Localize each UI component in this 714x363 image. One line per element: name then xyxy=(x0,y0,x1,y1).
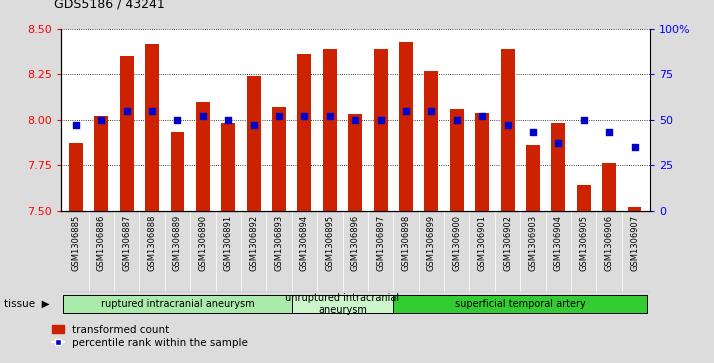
Point xyxy=(298,113,310,119)
Bar xyxy=(120,56,134,211)
Text: GSM1306886: GSM1306886 xyxy=(97,215,106,271)
Bar xyxy=(64,295,292,313)
Point xyxy=(70,122,81,128)
Bar xyxy=(399,42,413,211)
Text: GSM1306893: GSM1306893 xyxy=(275,215,283,271)
Point xyxy=(223,117,234,123)
Bar xyxy=(323,49,337,211)
Text: GSM1306885: GSM1306885 xyxy=(71,215,81,271)
Point xyxy=(502,122,513,128)
Bar xyxy=(145,44,159,211)
Text: GSM1306901: GSM1306901 xyxy=(478,215,487,271)
Legend: transformed count, percentile rank within the sample: transformed count, percentile rank withi… xyxy=(51,325,248,348)
Text: GSM1306890: GSM1306890 xyxy=(198,215,207,271)
Text: GSM1306898: GSM1306898 xyxy=(401,215,411,271)
Point xyxy=(273,113,285,119)
Text: tissue  ▶: tissue ▶ xyxy=(4,299,49,309)
Point xyxy=(426,108,437,114)
Bar xyxy=(298,54,311,211)
Bar xyxy=(69,143,83,211)
Point xyxy=(172,117,183,123)
Text: GSM1306904: GSM1306904 xyxy=(554,215,563,271)
Bar xyxy=(171,132,184,211)
Text: GDS5186 / 43241: GDS5186 / 43241 xyxy=(54,0,164,11)
Text: GSM1306903: GSM1306903 xyxy=(528,215,538,271)
Point xyxy=(375,117,386,123)
Text: GSM1306906: GSM1306906 xyxy=(605,215,613,271)
Text: GSM1306905: GSM1306905 xyxy=(579,215,588,271)
Bar xyxy=(628,207,641,211)
Point xyxy=(96,117,107,123)
Point xyxy=(451,117,463,123)
Bar xyxy=(424,71,438,211)
Text: ruptured intracranial aneurysm: ruptured intracranial aneurysm xyxy=(101,299,254,309)
Bar xyxy=(393,295,647,313)
Bar xyxy=(272,107,286,211)
Text: GSM1306907: GSM1306907 xyxy=(630,215,639,271)
Bar xyxy=(292,295,393,313)
Bar xyxy=(94,116,109,211)
Point xyxy=(248,122,259,128)
Bar xyxy=(602,163,616,211)
Bar xyxy=(476,113,489,211)
Bar xyxy=(577,185,590,211)
Text: superficial temporal artery: superficial temporal artery xyxy=(455,299,585,309)
Bar xyxy=(196,102,210,211)
Bar xyxy=(221,123,235,211)
Text: GSM1306888: GSM1306888 xyxy=(148,215,156,271)
Bar xyxy=(373,49,388,211)
Bar xyxy=(526,145,540,211)
Point xyxy=(578,117,590,123)
Text: unruptured intracranial
aneurysm: unruptured intracranial aneurysm xyxy=(286,293,400,315)
Point xyxy=(349,117,361,123)
Text: GSM1306899: GSM1306899 xyxy=(427,215,436,271)
Bar xyxy=(450,109,464,211)
Text: GSM1306900: GSM1306900 xyxy=(452,215,461,271)
Point xyxy=(629,144,640,150)
Point xyxy=(146,108,158,114)
Point xyxy=(553,140,564,146)
Text: GSM1306897: GSM1306897 xyxy=(376,215,385,271)
Point xyxy=(197,113,208,119)
Text: GSM1306892: GSM1306892 xyxy=(249,215,258,271)
Text: GSM1306894: GSM1306894 xyxy=(300,215,309,271)
Point xyxy=(476,113,488,119)
Text: GSM1306895: GSM1306895 xyxy=(326,215,334,271)
Point xyxy=(401,108,412,114)
Bar xyxy=(551,123,565,211)
Text: GSM1306887: GSM1306887 xyxy=(122,215,131,271)
Bar xyxy=(348,114,362,211)
Point xyxy=(324,113,336,119)
Point xyxy=(603,130,615,135)
Text: GSM1306896: GSM1306896 xyxy=(351,215,360,271)
Text: GSM1306889: GSM1306889 xyxy=(173,215,182,271)
Text: GSM1306902: GSM1306902 xyxy=(503,215,512,271)
Point xyxy=(527,130,538,135)
Bar xyxy=(246,76,261,211)
Bar xyxy=(501,49,515,211)
Point xyxy=(121,108,132,114)
Text: GSM1306891: GSM1306891 xyxy=(223,215,233,271)
